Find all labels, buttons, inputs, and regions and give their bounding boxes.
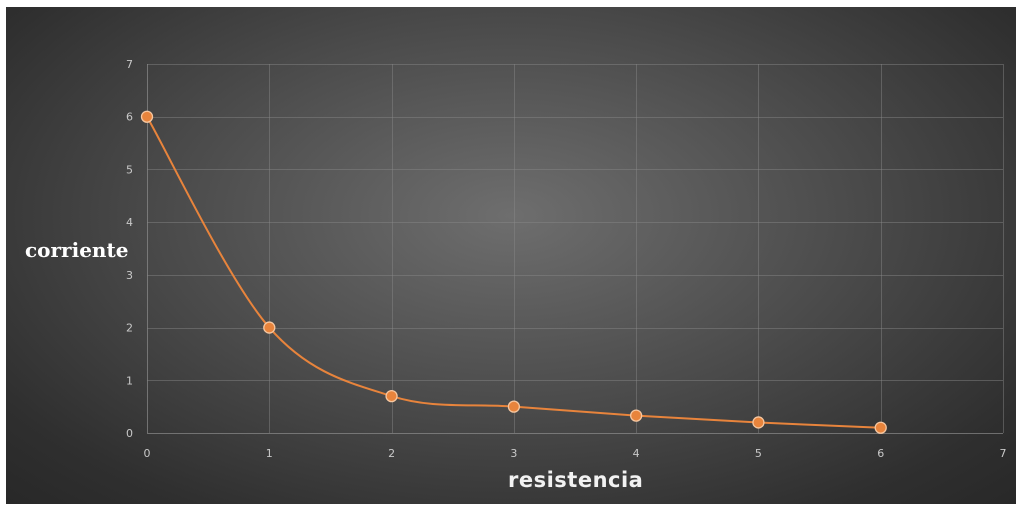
y-axis-label: corriente: [25, 238, 129, 262]
data-point-6: [874, 421, 887, 434]
y-tick-label-6: 6: [126, 111, 133, 124]
x-tick-label-3: 3: [510, 447, 517, 460]
x-tick-label-6: 6: [877, 447, 884, 460]
x-tick-label-7: 7: [1000, 447, 1007, 460]
y-tick-label-2: 2: [126, 322, 133, 335]
y-tick-label-4: 4: [126, 216, 133, 229]
x-tick-label-5: 5: [755, 447, 762, 460]
tick-labels: 0 1 2 3 4 5 6 7 0 1 2 3 4 5 6 7: [126, 58, 1007, 460]
y-tick-label-1: 1: [126, 374, 133, 387]
x-tick-label-4: 4: [633, 447, 640, 460]
x-tick-label-1: 1: [266, 447, 273, 460]
y-tick-label-3: 3: [126, 269, 133, 282]
data-point-1: [263, 321, 276, 334]
data-point-3: [507, 400, 521, 413]
data-point-0: [140, 110, 154, 123]
chart-plot: 0 1 2 3 4 5 6 7 0 1 2 3 4 5 6 7: [126, 58, 1007, 460]
data-point-4: [629, 409, 643, 422]
y-tick-label-5: 5: [126, 163, 133, 176]
data-point-2: [385, 389, 398, 403]
x-tick-label-0: 0: [144, 447, 151, 460]
data-point-5: [752, 416, 765, 429]
y-tick-label-7: 7: [126, 58, 133, 71]
y-tick-label-0: 0: [126, 427, 133, 440]
grid-lines: [147, 64, 1004, 434]
series-line-0: [146, 116, 881, 429]
x-tick-label-2: 2: [388, 447, 395, 460]
data-series: [140, 110, 887, 434]
x-axis-label: resistencia: [508, 468, 644, 492]
chart-area: 0 1 2 3 4 5 6 7 0 1 2 3 4 5 6 7 corriente resistencia: [6, 7, 1016, 504]
